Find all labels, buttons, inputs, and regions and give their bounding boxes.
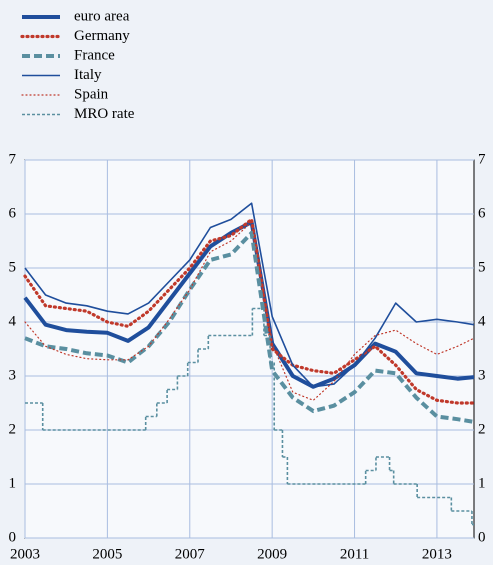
y2-tick-label: 3 bbox=[478, 367, 486, 383]
x-tick-label: 2009 bbox=[257, 546, 287, 562]
y2-tick-label: 0 bbox=[478, 529, 486, 545]
y2-tick-label: 4 bbox=[478, 313, 486, 329]
y-tick-label: 5 bbox=[9, 259, 17, 275]
y-tick-label: 1 bbox=[9, 475, 17, 491]
series-line bbox=[24, 230, 475, 424]
y2-tick-label: 6 bbox=[478, 205, 486, 221]
legend-label: Italy bbox=[74, 67, 102, 83]
legend-label: France bbox=[74, 47, 115, 63]
x-tick-label: 2013 bbox=[422, 546, 452, 562]
y-tick-label: 6 bbox=[9, 205, 17, 221]
series-line bbox=[24, 202, 475, 388]
legend-label: Spain bbox=[74, 86, 109, 102]
y-tick-label: 7 bbox=[9, 151, 17, 167]
x-tick-label: 2003 bbox=[10, 546, 40, 562]
x-tick-label: 2007 bbox=[175, 546, 206, 562]
y-tick-label: 3 bbox=[9, 367, 17, 383]
y2-tick-label: 7 bbox=[478, 151, 486, 167]
y2-tick-label: 1 bbox=[478, 475, 486, 491]
series-line bbox=[23, 217, 476, 405]
series-line bbox=[24, 221, 475, 401]
y2-tick-label: 5 bbox=[478, 259, 486, 275]
y-tick-label: 0 bbox=[9, 529, 17, 545]
legend-label: Germany bbox=[74, 28, 130, 44]
legend-label: MRO rate bbox=[74, 106, 135, 122]
y-tick-label: 4 bbox=[9, 313, 17, 329]
plot-area bbox=[24, 159, 475, 539]
legend-label: euro area bbox=[74, 8, 130, 24]
x-tick-label: 2011 bbox=[340, 546, 369, 562]
y2-tick-label: 2 bbox=[478, 421, 486, 437]
x-tick-label: 2005 bbox=[92, 546, 122, 562]
y-tick-label: 2 bbox=[9, 421, 17, 437]
